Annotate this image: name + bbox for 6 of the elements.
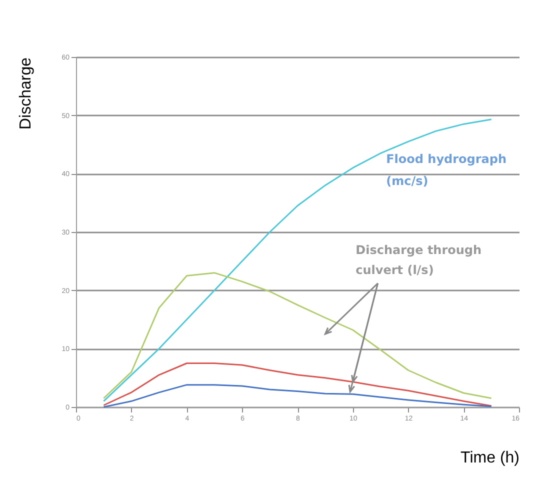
line-series (102, 384, 492, 408)
x-axis-title: Time (h) (460, 450, 520, 466)
line-series (102, 362, 492, 407)
annotation: Flood hydrograph (mc/s) (386, 152, 507, 188)
annotation: Discharge through culvert (l/s) (356, 242, 482, 277)
y-axis-title: Discharge (18, 57, 35, 130)
